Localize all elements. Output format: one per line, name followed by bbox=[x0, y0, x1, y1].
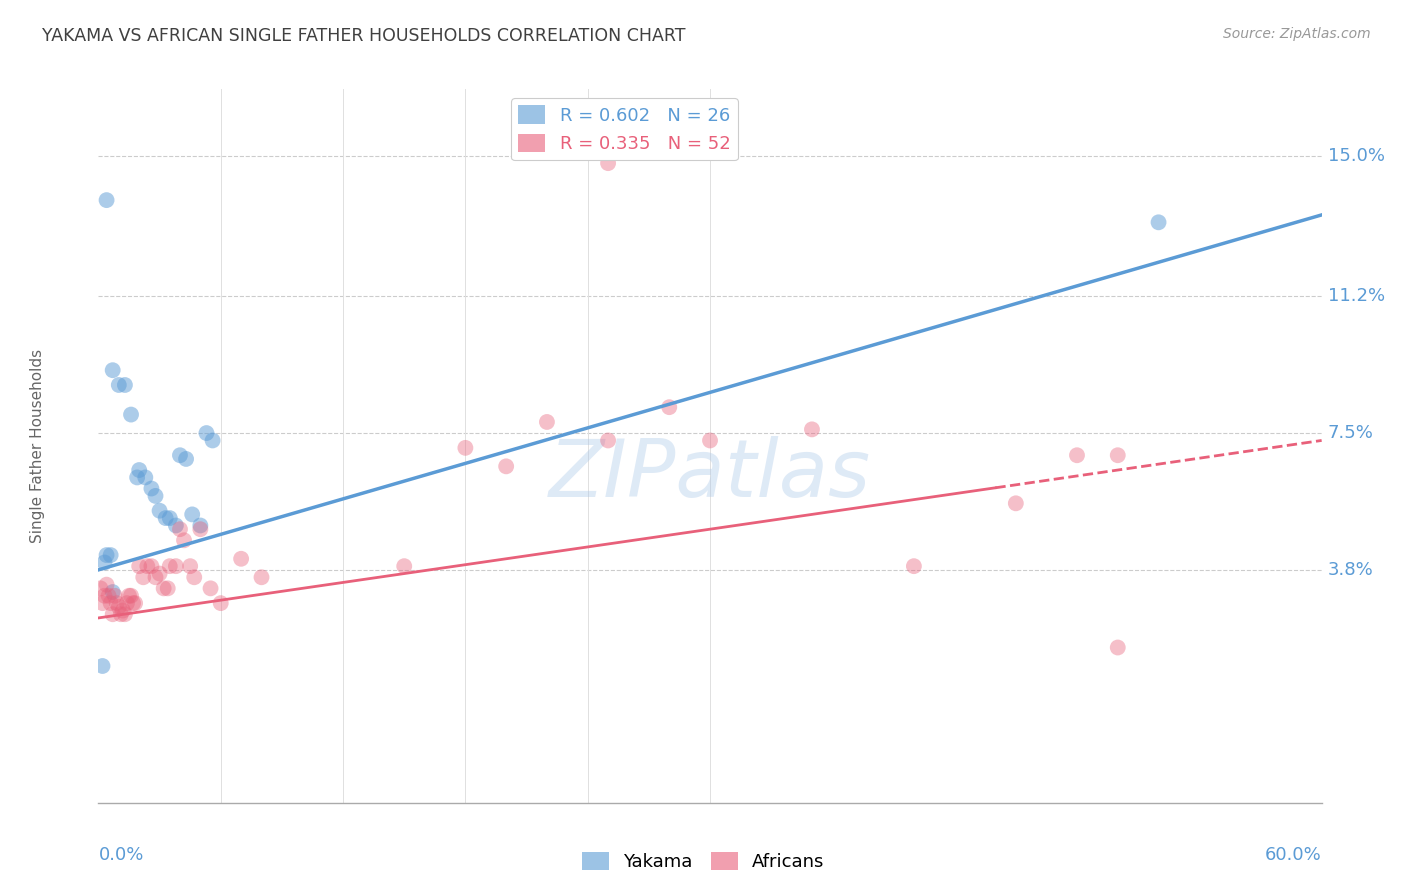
Point bbox=[195, 425, 218, 440]
Point bbox=[96, 548, 118, 562]
Point bbox=[598, 434, 620, 448]
Point bbox=[124, 596, 146, 610]
Point bbox=[127, 470, 149, 484]
Text: 15.0%: 15.0% bbox=[1327, 147, 1385, 165]
Point bbox=[97, 589, 120, 603]
Point bbox=[165, 559, 187, 574]
Point bbox=[141, 482, 163, 496]
Point bbox=[159, 511, 181, 525]
Point bbox=[392, 559, 416, 574]
Point bbox=[128, 463, 150, 477]
Point bbox=[96, 577, 118, 591]
Point bbox=[159, 559, 181, 574]
Point bbox=[1107, 448, 1129, 462]
Point bbox=[100, 596, 122, 610]
Point bbox=[169, 522, 191, 536]
Point bbox=[104, 589, 127, 603]
Point bbox=[101, 363, 124, 377]
Text: ZIPatlas: ZIPatlas bbox=[548, 435, 872, 514]
Point bbox=[149, 566, 172, 581]
Point bbox=[136, 559, 159, 574]
Point bbox=[699, 434, 721, 448]
Point bbox=[495, 459, 517, 474]
Point bbox=[91, 659, 114, 673]
Point bbox=[598, 156, 620, 170]
Text: 7.5%: 7.5% bbox=[1327, 424, 1374, 442]
Point bbox=[188, 522, 212, 536]
Point bbox=[179, 559, 201, 574]
Point bbox=[155, 511, 177, 525]
Point bbox=[658, 400, 681, 414]
Point bbox=[183, 570, 205, 584]
Point bbox=[114, 378, 136, 392]
Text: 11.2%: 11.2% bbox=[1327, 287, 1385, 305]
Point bbox=[145, 489, 167, 503]
Point bbox=[181, 508, 204, 522]
Point bbox=[114, 607, 136, 622]
Point bbox=[101, 607, 124, 622]
Point bbox=[96, 193, 118, 207]
Point bbox=[110, 607, 132, 622]
Point bbox=[188, 518, 212, 533]
Point bbox=[134, 470, 156, 484]
Point bbox=[120, 589, 142, 603]
Point bbox=[128, 559, 150, 574]
Point bbox=[93, 589, 115, 603]
Text: 60.0%: 60.0% bbox=[1265, 846, 1322, 863]
Point bbox=[145, 570, 167, 584]
Point bbox=[1147, 215, 1170, 229]
Point bbox=[250, 570, 273, 584]
Point bbox=[536, 415, 558, 429]
Point bbox=[156, 582, 179, 596]
Point bbox=[100, 548, 122, 562]
Point bbox=[1066, 448, 1088, 462]
Point bbox=[174, 452, 197, 467]
Point bbox=[200, 582, 222, 596]
Point bbox=[152, 582, 174, 596]
Text: Single Father Households: Single Father Households bbox=[30, 349, 45, 543]
Point bbox=[108, 599, 131, 614]
Point bbox=[1107, 640, 1129, 655]
Text: Source: ZipAtlas.com: Source: ZipAtlas.com bbox=[1223, 27, 1371, 41]
Point bbox=[115, 596, 138, 610]
Point bbox=[89, 582, 111, 596]
Point bbox=[209, 596, 232, 610]
Point bbox=[165, 518, 187, 533]
Point bbox=[122, 596, 145, 610]
Point bbox=[141, 559, 163, 574]
Point bbox=[120, 408, 142, 422]
Text: YAKAMA VS AFRICAN SINGLE FATHER HOUSEHOLDS CORRELATION CHART: YAKAMA VS AFRICAN SINGLE FATHER HOUSEHOL… bbox=[42, 27, 686, 45]
Point bbox=[101, 585, 124, 599]
Point bbox=[801, 422, 824, 436]
Point bbox=[231, 551, 253, 566]
Point bbox=[903, 559, 925, 574]
Point bbox=[201, 434, 224, 448]
Point bbox=[111, 603, 134, 617]
Point bbox=[173, 533, 195, 548]
Point bbox=[1004, 496, 1026, 510]
Point bbox=[93, 556, 115, 570]
Text: 3.8%: 3.8% bbox=[1327, 561, 1374, 579]
Legend: Yakama, Africans: Yakama, Africans bbox=[574, 845, 832, 879]
Point bbox=[108, 378, 131, 392]
Point bbox=[91, 596, 114, 610]
Point bbox=[454, 441, 477, 455]
Point bbox=[105, 596, 128, 610]
Point bbox=[149, 504, 172, 518]
Point bbox=[118, 589, 141, 603]
Point bbox=[169, 448, 191, 462]
Point bbox=[132, 570, 155, 584]
Legend: R = 0.602   N = 26, R = 0.335   N = 52: R = 0.602 N = 26, R = 0.335 N = 52 bbox=[512, 98, 738, 161]
Text: 0.0%: 0.0% bbox=[98, 846, 143, 863]
